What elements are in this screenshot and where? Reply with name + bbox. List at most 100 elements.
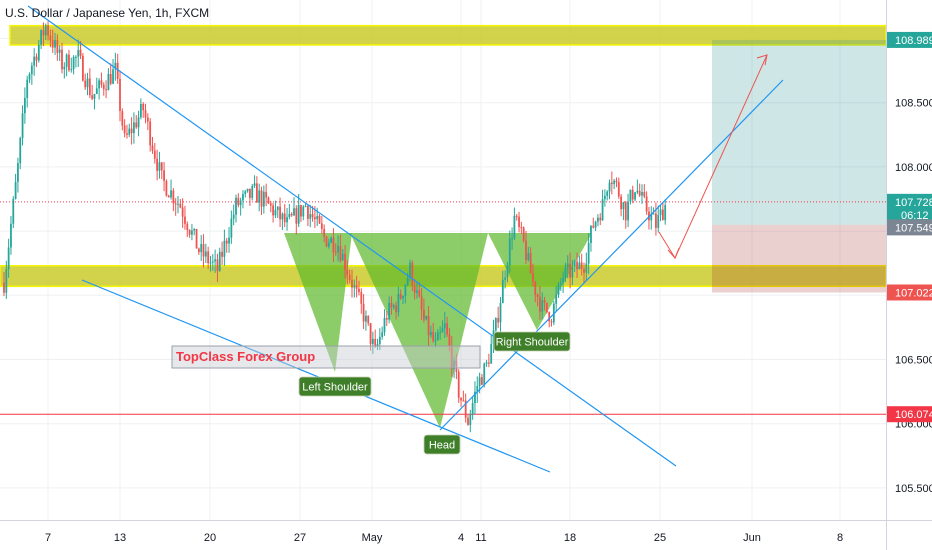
x-axis-ticks[interactable]: 7 13 20 27 May 4 11 18 25 Jun 8: [45, 532, 843, 544]
candle-body: [262, 191, 265, 207]
candle-body: [179, 203, 182, 208]
candle-body: [144, 110, 147, 118]
candle-body: [536, 294, 539, 297]
candle-body: [311, 214, 314, 218]
y-tick-label: 106.500: [895, 355, 932, 367]
candle-body: [446, 323, 449, 335]
candle-body: [109, 73, 112, 84]
candles: [3, 21, 667, 433]
candle-body: [72, 56, 75, 70]
candle-body: [95, 88, 98, 94]
candle-body: [659, 209, 662, 216]
candle-body: [518, 216, 520, 228]
candle-body: [193, 228, 196, 231]
candle-body: [580, 262, 583, 269]
candle-body: [455, 360, 458, 372]
candle-body: [123, 125, 126, 134]
candle-body: [469, 414, 472, 425]
candle-body: [409, 262, 411, 279]
candle-body: [481, 377, 483, 385]
candle-body: [339, 245, 342, 261]
candle-body: [645, 196, 648, 212]
candle-body: [75, 56, 77, 58]
candle-body: [601, 199, 604, 221]
candle-body: [529, 253, 532, 274]
candle-body: [388, 302, 391, 320]
candle-body: [369, 323, 372, 344]
loss-zone: [712, 224, 886, 293]
candle-body: [355, 285, 358, 289]
candle-body: [244, 191, 247, 195]
candle-body: [21, 113, 24, 139]
x-tick-label: 25: [654, 532, 666, 544]
candle-body: [137, 117, 140, 128]
y-axis-ticks[interactable]: 109.000108.500108.000107.500107.000106.5…: [895, 34, 932, 495]
candle-body: [511, 238, 513, 240]
candle-body: [79, 49, 82, 56]
candle-body: [216, 259, 219, 271]
candle-body: [583, 268, 585, 273]
x-tick-label: 7: [45, 532, 51, 544]
candle-body: [230, 218, 233, 238]
y-tick-label: 108.500: [895, 98, 932, 110]
x-tick-label: May: [362, 532, 383, 544]
candle-body: [569, 263, 571, 278]
candle-body: [165, 180, 168, 196]
candle-body: [232, 214, 235, 219]
candle-body: [5, 269, 8, 293]
candle-body: [184, 216, 186, 224]
candle-body: [429, 331, 432, 336]
candle-body: [163, 170, 165, 181]
candle-body: [543, 300, 546, 303]
support-price-badge-text: 106.074: [895, 409, 932, 421]
current-price-badge-text: 107.728: [895, 197, 932, 209]
candle-body: [197, 248, 200, 253]
current-price-badge: 107.728 06:12: [887, 193, 932, 223]
candle-body: [214, 259, 217, 262]
candle-body: [374, 338, 377, 346]
candle-body: [541, 300, 544, 312]
candle-body: [221, 251, 223, 257]
candle-body: [485, 362, 488, 364]
candle-body: [218, 251, 221, 271]
x-tick-label: 18: [564, 532, 576, 544]
candle-body: [337, 245, 339, 253]
candle-body: [267, 197, 270, 204]
candle-body: [28, 74, 31, 80]
candle-body: [613, 180, 616, 185]
candle-body: [158, 162, 161, 171]
candle-body: [170, 190, 172, 198]
candle-body: [360, 292, 363, 304]
candle-body: [376, 344, 379, 346]
candle-body: [527, 253, 530, 261]
candle-body: [348, 274, 351, 280]
candle-body: [195, 228, 198, 249]
candle-body: [548, 312, 551, 322]
candle-body: [655, 213, 657, 228]
candle-body: [638, 190, 641, 196]
candle-body: [142, 103, 145, 111]
candle-body: [490, 344, 493, 364]
candle-body: [297, 205, 300, 224]
candle-body: [395, 305, 397, 313]
candle-body: [235, 197, 237, 215]
x-tick-label: 20: [204, 532, 216, 544]
x-tick-label: Jun: [743, 532, 761, 544]
support-price-badge-bg: [887, 406, 932, 423]
candle-body: [344, 253, 346, 270]
candle-body: [260, 190, 263, 207]
candle-body: [130, 128, 133, 134]
candle-body: [81, 55, 84, 81]
candle-body: [313, 217, 316, 220]
head-label: Head: [423, 434, 461, 455]
left-shoulder-label: Left Shoulder: [298, 376, 372, 397]
candle-body: [504, 277, 507, 280]
candle-body: [65, 54, 68, 67]
candle-body: [608, 182, 611, 192]
candle-body: [627, 201, 629, 221]
candle-body: [107, 73, 110, 91]
candle-body: [126, 133, 128, 135]
candle-body: [330, 237, 333, 243]
entry-price-badge-bg: [887, 219, 932, 236]
